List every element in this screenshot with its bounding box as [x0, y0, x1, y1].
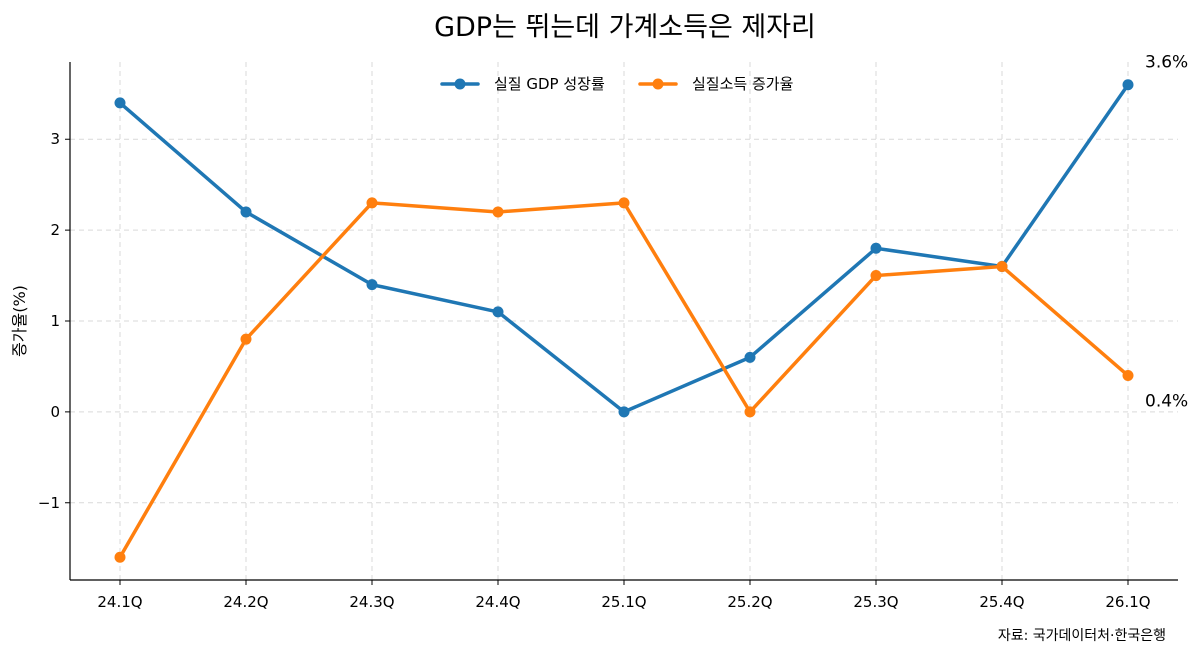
source-note: 자료: 국가데이터처·한국은행 — [998, 628, 1166, 644]
data-point — [114, 97, 126, 109]
x-tick-label: 25.2Q — [727, 593, 772, 611]
data-point — [744, 351, 756, 363]
x-tick-label: 25.1Q — [601, 593, 646, 611]
legend-marker — [652, 78, 664, 90]
annotation-label: 3.6% — [1145, 53, 1188, 73]
annotation-label: 0.4% — [1145, 392, 1188, 412]
y-tick-label: −1 — [38, 494, 60, 512]
data-point — [366, 197, 378, 209]
data-point — [240, 333, 252, 345]
data-point — [114, 551, 126, 563]
data-point — [870, 242, 882, 254]
series-layer — [114, 79, 1134, 563]
data-point — [744, 406, 756, 418]
data-point — [240, 206, 252, 218]
x-tick-label: 24.3Q — [349, 593, 394, 611]
data-point — [1122, 79, 1134, 91]
x-tick-label: 25.4Q — [979, 593, 1024, 611]
y-axis-label: 증가율(%) — [10, 285, 29, 357]
data-point — [492, 206, 504, 218]
legend-marker — [454, 78, 466, 90]
data-point — [870, 270, 882, 282]
data-point — [492, 306, 504, 318]
y-tick-label: 1 — [50, 312, 60, 330]
chart-title: GDP는 뛰는데 가계소득은 제자리 — [434, 12, 816, 43]
x-tick-label: 25.3Q — [853, 593, 898, 611]
x-tick-label: 26.1Q — [1105, 593, 1150, 611]
legend-label: 실질 GDP 성장률 — [494, 75, 605, 93]
y-tick-label: 2 — [50, 221, 60, 239]
legend: 실질 GDP 성장률 실질소득 증가율 — [440, 75, 793, 93]
x-tick-label: 24.4Q — [475, 593, 520, 611]
data-point — [366, 279, 378, 291]
legend-label: 실질소득 증가율 — [692, 75, 793, 93]
x-tick-label: 24.1Q — [97, 593, 142, 611]
text-layer: GDP는 뛰는데 가계소득은 제자리 증가율(%) 자료: 국가데이터처·한국은… — [10, 12, 1188, 644]
grid-layer — [70, 62, 1178, 580]
y-tick-label: 3 — [50, 130, 60, 148]
data-point — [1122, 370, 1134, 382]
data-point — [618, 197, 630, 209]
data-point — [618, 406, 630, 418]
x-tick-label: 24.2Q — [223, 593, 268, 611]
axes-layer: −1 0 1 2 3 24.1Q 24.2Q 24.3Q 24.4Q 25.1Q 25.2Q 25.3… — [38, 62, 1178, 611]
data-point — [996, 260, 1008, 272]
y-tick-label: 0 — [50, 403, 60, 421]
